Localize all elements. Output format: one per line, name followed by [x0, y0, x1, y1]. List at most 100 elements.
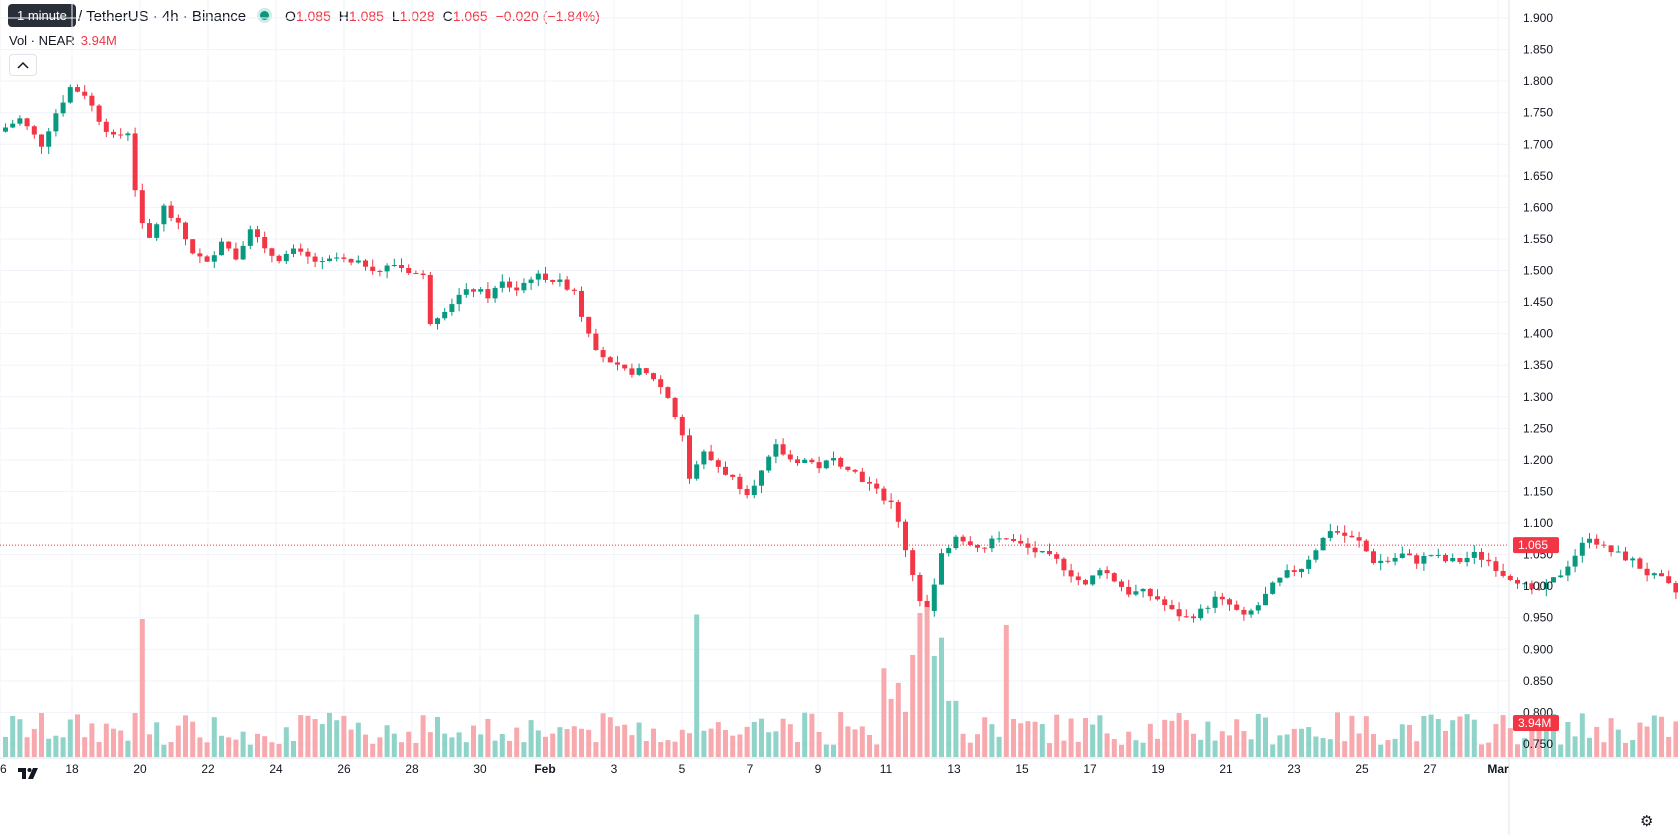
time-tick-label: 15 — [1015, 762, 1029, 776]
volume-bar — [1083, 718, 1088, 757]
candle-body — [1327, 531, 1333, 538]
volume-bar — [1378, 744, 1384, 757]
volume-bar — [694, 614, 700, 757]
volume-bar — [636, 722, 642, 757]
volume-bar — [1155, 738, 1160, 757]
candle-body — [240, 245, 246, 260]
candle-body — [1248, 610, 1254, 615]
price-tick-label: 1.850 — [1523, 43, 1553, 57]
candle-body — [924, 601, 930, 611]
tradingview-logo[interactable] — [16, 763, 42, 783]
candle-body — [1270, 582, 1276, 594]
candle-body — [1479, 551, 1484, 560]
volume-bar — [1428, 714, 1434, 757]
volume-bar — [1608, 718, 1614, 757]
candle-body — [571, 289, 577, 291]
candle-body — [435, 318, 440, 325]
candle-body — [939, 553, 944, 585]
candle-body — [283, 253, 289, 262]
volume-bar — [269, 742, 275, 757]
candle-body — [528, 279, 534, 283]
volume-bar — [298, 715, 304, 757]
candle-body — [910, 550, 916, 575]
candle-body — [427, 275, 433, 325]
volume-bar — [823, 744, 829, 757]
volume-bar — [1032, 721, 1038, 757]
candle-body — [1615, 551, 1621, 553]
price-tick-label: 1.500 — [1523, 264, 1553, 278]
candle-body — [586, 316, 592, 334]
candle-body — [1507, 575, 1513, 580]
candle-body — [1515, 579, 1520, 584]
volume-bar — [514, 727, 520, 757]
volume-bar — [1183, 720, 1189, 757]
candle-body — [895, 502, 901, 522]
volume-bar — [75, 714, 80, 757]
symbol-title[interactable]: / TetherUS · 4h · Binance — [78, 8, 247, 25]
tooltip: 1 minute — [8, 4, 76, 27]
price-tick-label: 1.300 — [1523, 390, 1553, 404]
candle-body — [1075, 576, 1081, 581]
volume-bar — [341, 715, 347, 757]
candle-body — [1162, 599, 1168, 606]
volume-bar — [39, 712, 44, 757]
candle-body — [1363, 540, 1369, 552]
candle-body — [1306, 559, 1312, 569]
time-tick-label: 26 — [337, 762, 351, 776]
candle-body — [348, 258, 354, 263]
candle-body — [1083, 580, 1088, 585]
volume-bar — [881, 668, 887, 757]
candle-body — [1335, 531, 1340, 533]
candle-body — [219, 241, 224, 256]
candle-body — [967, 541, 973, 545]
volume-bar — [118, 730, 124, 757]
volume-bar — [1407, 724, 1412, 757]
volume-bar — [262, 736, 268, 757]
candle-body — [1011, 538, 1016, 541]
volume-bar — [903, 711, 908, 757]
price-tick-label: 1.200 — [1523, 453, 1553, 467]
volume-bar — [463, 742, 469, 757]
candle-body — [197, 253, 203, 257]
candle-body — [960, 536, 966, 542]
candle-body — [413, 273, 419, 275]
volume-bar — [751, 721, 757, 757]
volume-bar — [1435, 719, 1441, 757]
volume-bar — [499, 733, 505, 757]
candle-body — [1428, 555, 1434, 557]
volume-bar — [924, 607, 930, 757]
candle-body — [1104, 570, 1110, 574]
price-tick-label: 1.550 — [1523, 232, 1553, 246]
volume-bar — [557, 727, 563, 757]
volume-bar — [1565, 722, 1571, 757]
last-volume-badge — [1513, 715, 1559, 731]
candle-body — [643, 368, 649, 374]
volume-bar — [802, 712, 808, 757]
candle-body — [665, 387, 671, 398]
candle-body — [1263, 593, 1268, 606]
candle-body — [1666, 576, 1672, 584]
volume-bar — [370, 743, 376, 757]
settings-icon[interactable]: ⚙ — [1640, 813, 1654, 830]
candle-body — [1169, 605, 1175, 610]
candle-body — [125, 133, 131, 136]
collapse-legend-button[interactable] — [9, 54, 37, 76]
last-price-label: 1.065 — [1518, 538, 1548, 552]
candle-body — [622, 364, 628, 369]
volume-bar — [1615, 729, 1621, 757]
candle-body — [1212, 596, 1218, 608]
candle-body — [953, 536, 959, 549]
candle-body — [1068, 570, 1074, 577]
volume-bar — [391, 733, 397, 757]
candle-body — [1313, 550, 1319, 560]
candle-body — [1529, 583, 1535, 589]
volume-bar — [363, 734, 368, 757]
candle-body — [946, 548, 952, 554]
volume-bar — [543, 736, 548, 757]
candle-body — [1039, 550, 1045, 553]
volume-bar — [334, 720, 340, 757]
candle-body — [1623, 551, 1628, 561]
volume-bar — [895, 682, 901, 757]
candle-body — [809, 459, 815, 463]
